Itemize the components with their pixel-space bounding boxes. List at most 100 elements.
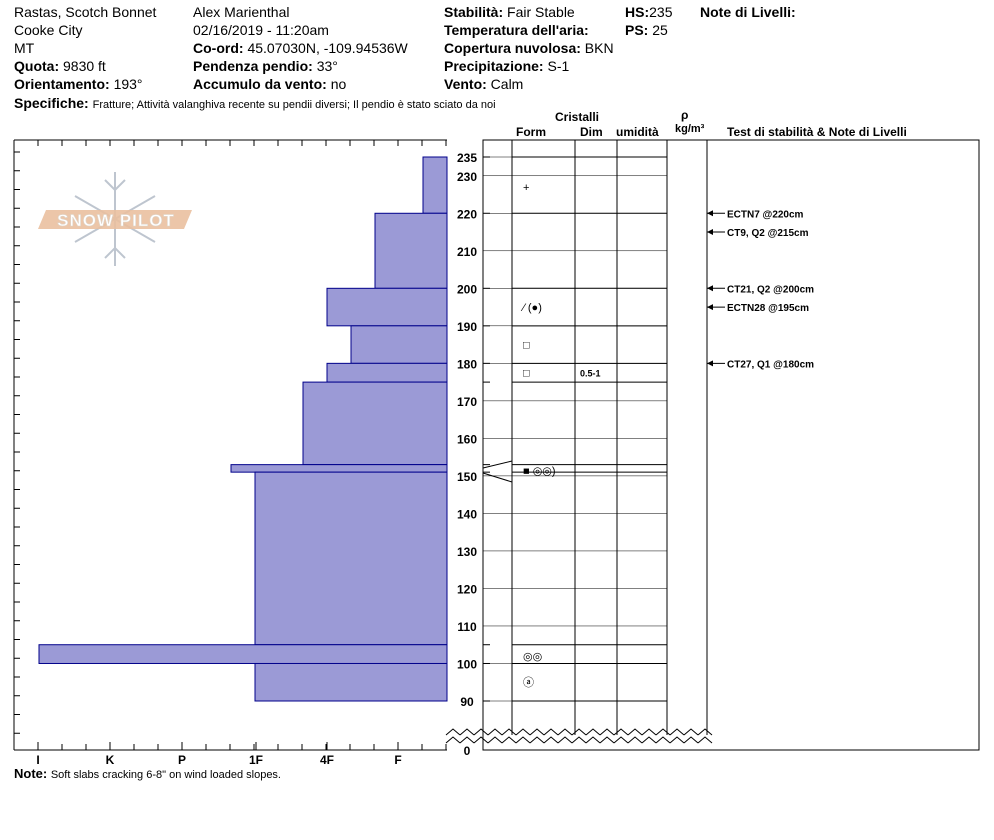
observer-name: Alex Marienthal xyxy=(193,4,290,20)
test-label: CT9, Q2 @215cm xyxy=(727,228,809,239)
test-arrow-icon xyxy=(707,229,713,236)
wind-value: Calm xyxy=(490,76,524,92)
axis-break-mark xyxy=(613,728,629,736)
axis-break-mark xyxy=(599,736,615,744)
logo-text: SNOW PILOT xyxy=(57,211,175,230)
cloud-row: Copertura nuvolosa: BKN xyxy=(444,40,614,57)
axis-break-mark xyxy=(557,736,573,744)
hardness-layer-bar xyxy=(230,464,448,473)
axis-break-mark xyxy=(571,736,587,744)
form-heading: Form xyxy=(516,125,546,139)
slope-row: Pendenza pendio: 33° xyxy=(193,58,338,75)
logo-banner xyxy=(38,210,192,229)
hardness-layer-bar xyxy=(38,644,448,664)
depth-tick-label: 90 xyxy=(460,695,474,709)
depth-tick-label: 200 xyxy=(457,282,477,296)
axis-break-mark xyxy=(473,728,489,736)
depth-tick-label: 190 xyxy=(457,320,477,334)
axis-break-mark xyxy=(641,736,657,744)
axis-break-mark xyxy=(641,728,657,736)
hardness-tick-label: F xyxy=(394,753,401,767)
test-arrow-icon xyxy=(707,304,713,311)
axis-break-mark xyxy=(655,736,671,744)
hardness-layer-bar xyxy=(254,662,448,702)
elevation-value: 9830 ft xyxy=(63,58,106,74)
state-name: MT xyxy=(14,40,35,56)
layer-notes-label: Note di Livelli: xyxy=(700,4,796,20)
hardness-tick-label: 4F xyxy=(320,753,334,767)
slope-label: Pendenza pendio: xyxy=(193,58,313,74)
axis-break-mark xyxy=(529,736,545,744)
hardness-layer-bar xyxy=(326,362,448,383)
coords-value: 45.07030N, -109.94536W xyxy=(247,40,408,56)
test-arrow-icon xyxy=(707,210,713,217)
depth-tick-label: 140 xyxy=(457,507,477,521)
specifics-row: Specifiche: Fratture; Attività valanghiv… xyxy=(14,95,496,111)
hs-value: 235 xyxy=(649,4,673,20)
hardness-axis: I K P 1F 4F F xyxy=(13,140,447,767)
axis-break-mark xyxy=(529,728,545,736)
test-label: CT21, Q2 @200cm xyxy=(727,284,814,295)
hs-label: HS: xyxy=(625,4,650,20)
aspect-label: Orientamento: xyxy=(14,76,110,92)
axis-break-mark xyxy=(515,736,531,744)
crystal-form-symbol: ⓐ xyxy=(523,676,534,689)
depth-tick-label: 110 xyxy=(457,620,477,634)
ps-value: 25 xyxy=(652,22,668,38)
axis-break-mark xyxy=(627,736,643,744)
test-label: ECTN7 @220cm xyxy=(727,209,804,220)
windload-value: no xyxy=(330,76,347,92)
axis-break-mark xyxy=(445,728,461,736)
wind-row: Vento: Calm xyxy=(444,76,523,93)
axis-break-mark xyxy=(585,728,601,736)
axis-break-mark xyxy=(543,728,559,736)
coords-label: Co-ord: xyxy=(193,40,244,56)
test-label: CT27, Q1 @180cm xyxy=(727,359,814,370)
test-label: ECTN28 @195cm xyxy=(727,303,809,314)
hardness-layer-bar xyxy=(326,287,448,327)
crystal-form-symbol: ■ ◎◎) xyxy=(523,465,556,477)
elevation-label: Quota: xyxy=(14,58,60,74)
cloud-label: Copertura nuvolosa: xyxy=(444,40,581,56)
stability-label: Stabilità: xyxy=(444,4,504,20)
hardness-layer-bar xyxy=(254,471,448,646)
axis-break-mark xyxy=(557,728,573,736)
aspect-value: 193° xyxy=(113,76,143,92)
crystal-grid xyxy=(445,139,980,751)
axis-break-mark xyxy=(585,736,601,744)
tests-heading: Test di stabilità & Note di Livelli xyxy=(727,125,907,139)
axis-break-mark xyxy=(501,728,517,736)
depth-tick-label: 220 xyxy=(457,207,477,221)
axis-break-mark xyxy=(501,736,517,744)
slope-value: 33° xyxy=(316,58,338,74)
layer-connector-line xyxy=(482,472,513,483)
ps-row: PS: 25 xyxy=(625,22,668,39)
axis-break-mark xyxy=(655,728,671,736)
axis-break-mark xyxy=(571,728,587,736)
axis-break-mark xyxy=(487,728,503,736)
rho-heading: ρ xyxy=(681,108,689,122)
coords-row: Co-ord: 45.07030N, -109.94536W xyxy=(193,40,408,57)
depth-tick-label: 120 xyxy=(457,582,477,596)
depth-tick-label: 210 xyxy=(457,245,477,259)
hardness-layer-bar xyxy=(422,156,448,214)
crystal-dim-value: 0.5-1 xyxy=(580,369,601,379)
hardness-tick-label: 1F xyxy=(249,753,263,767)
precip-label: Precipitazione: xyxy=(444,58,544,74)
axis-break-mark xyxy=(613,736,629,744)
depth-tick-label: 235 xyxy=(457,151,477,165)
test-arrow-icon xyxy=(707,360,713,367)
axis-break-mark xyxy=(599,728,615,736)
axis-break-mark xyxy=(459,736,475,744)
layer-connector-line xyxy=(482,460,513,469)
axis-break-mark xyxy=(669,736,685,744)
crystal-form-symbol: ◎◎ xyxy=(523,651,542,663)
axis-break-mark xyxy=(683,736,699,744)
note-value: Soft slabs cracking 6-8" on wind loaded … xyxy=(50,769,281,781)
axis-break-mark xyxy=(697,736,713,744)
note-row: Note: Soft slabs cracking 6-8" on wind l… xyxy=(14,766,281,781)
crystal-form-symbol: □ xyxy=(523,340,530,352)
airtemp-label: Temperatura dell'aria: xyxy=(444,22,589,38)
stability-tests: ECTN7 @220cm CT9, Q2 @215cm CT21, Q2 @200c… xyxy=(707,209,814,370)
